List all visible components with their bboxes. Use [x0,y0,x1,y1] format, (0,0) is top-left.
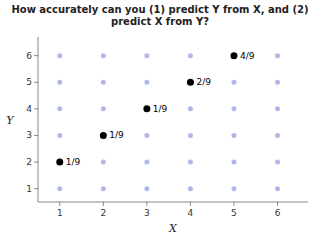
point [188,160,193,165]
x-tick-label: 1 [57,208,63,218]
y-tick-label: 3 [26,130,32,140]
x-tick [59,202,60,206]
y-tick-label: 6 [26,51,32,61]
plot-area [56,52,280,191]
point [231,80,236,85]
point [57,53,62,58]
point [101,80,106,85]
point [275,186,280,191]
point [231,160,236,165]
annotation: 1/9 [109,130,124,140]
point [57,80,62,85]
y-axis-label: Y [6,114,15,127]
y-tick [34,162,38,163]
x-axis-label: X [168,222,178,235]
point [143,105,150,112]
point [144,80,149,85]
point [144,160,149,165]
y-tick [34,135,38,136]
point [101,186,106,191]
point [144,133,149,138]
point [57,186,62,191]
x-tick-label: 6 [275,208,281,218]
point [275,160,280,165]
x-tick-label: 4 [188,208,194,218]
point [56,159,63,166]
x-tick-label: 2 [100,208,106,218]
point [144,53,149,58]
point [57,133,62,138]
point [230,52,237,59]
point [231,186,236,191]
point [101,160,106,165]
y-tick-label: 2 [26,157,32,167]
point [101,53,106,58]
y-tick [34,108,38,109]
point [188,106,193,111]
point [144,186,149,191]
annotation: 1/9 [66,157,81,167]
point [275,133,280,138]
point [275,80,280,85]
x-tick [277,202,278,206]
annotation: 1/9 [153,104,168,114]
point [231,106,236,111]
point [188,80,193,85]
y-axis [38,37,39,202]
y-tick-label: 4 [26,104,32,114]
point [144,106,149,111]
point [188,186,193,191]
y-tick-label: 5 [26,77,32,87]
y-tick [34,55,38,56]
point [231,53,236,58]
point [188,53,193,58]
point [100,132,107,139]
x-axis [38,202,308,203]
point [231,133,236,138]
point [57,160,62,165]
point [57,106,62,111]
y-tick [34,188,38,189]
point [275,106,280,111]
x-tick [146,202,147,206]
point [188,133,193,138]
x-tick-label: 5 [231,208,237,218]
x-tick [103,202,104,206]
annotation: 2/9 [196,77,211,87]
point [275,53,280,58]
point [101,106,106,111]
point [101,133,106,138]
y-tick-label: 1 [26,184,32,194]
annotation: 4/9 [240,51,255,61]
x-tick [190,202,191,206]
x-tick-label: 3 [144,208,150,218]
point [187,79,194,86]
y-tick [34,82,38,83]
x-tick [233,202,234,206]
title: How accurately can you (1) predict Y fro… [11,4,308,27]
chart: How accurately can you (1) predict Y fro… [0,0,320,240]
